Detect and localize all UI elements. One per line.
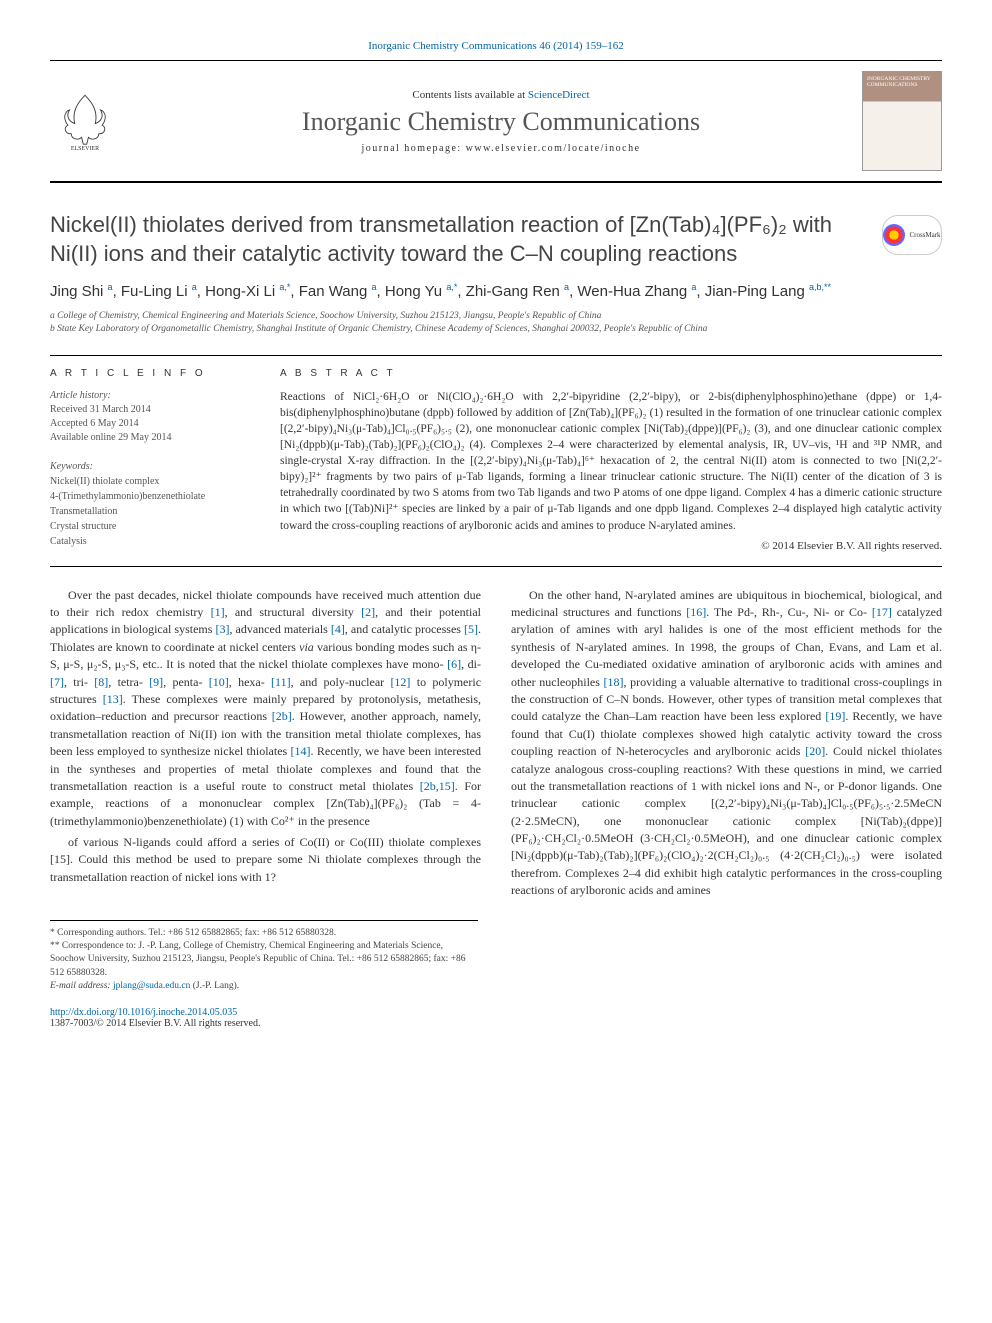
rule — [50, 355, 942, 356]
body-two-column: Over the past decades, nickel thiolate c… — [50, 587, 942, 900]
correspondence-note: ** Correspondence to: J. -P. Lang, Colle… — [50, 940, 478, 980]
ref-link[interactable]: [16] — [686, 605, 706, 619]
rule — [50, 566, 942, 567]
ref-link[interactable]: [20] — [805, 744, 825, 758]
banner-center: Contents lists available at ScienceDirec… — [140, 89, 862, 154]
running-header: Inorganic Chemistry Communications 46 (2… — [50, 40, 942, 61]
citation-link[interactable]: Inorganic Chemistry Communications 46 (2… — [368, 40, 624, 52]
sciencedirect-link[interactable]: ScienceDirect — [528, 89, 590, 101]
history-received: Received 31 March 2014 — [50, 404, 151, 415]
ref-link[interactable]: [2] — [361, 605, 375, 619]
affiliation-a: a College of Chemistry, Chemical Enginee… — [50, 310, 942, 323]
keyword-3: Transmetallation — [50, 506, 117, 517]
contents-lists-line: Contents lists available at ScienceDirec… — [140, 89, 862, 101]
elsevier-text: ELSEVIER — [71, 146, 99, 151]
ref-link[interactable]: [1] — [211, 605, 225, 619]
journal-homepage: journal homepage: www.elsevier.com/locat… — [140, 143, 862, 154]
crossmark-label: CrossMark — [909, 231, 940, 239]
keyword-1: Nickel(II) thiolate complex — [50, 476, 159, 487]
article-header: CrossMark Nickel(II) thiolates derived f… — [50, 211, 942, 337]
history-label: Article history: — [50, 390, 111, 401]
body-para-2: of various N-ligands could afford a seri… — [50, 834, 481, 886]
article-info-heading: A R T I C L E I N F O — [50, 368, 250, 379]
ref-link[interactable]: [10] — [209, 675, 229, 689]
email-label: E-mail address: — [50, 981, 113, 991]
info-abstract-row: A R T I C L E I N F O Article history: R… — [50, 368, 942, 552]
history-online: Available online 29 May 2014 — [50, 432, 171, 443]
corresponding-note: * Corresponding authors. Tel.: +86 512 6… — [50, 927, 478, 940]
ref-link[interactable]: [11] — [271, 675, 291, 689]
ref-link[interactable]: [2b,15] — [420, 779, 455, 793]
author-list: Jing Shi a, Fu-Ling Li a, Hong-Xi Li a,*… — [50, 282, 942, 300]
keywords-label: Keywords: — [50, 461, 93, 472]
keyword-2: 4-(Trimethylammonio)benzenethiolate — [50, 491, 205, 502]
ref-link[interactable]: [14] — [291, 744, 311, 758]
ref-link[interactable]: [8] — [94, 675, 108, 689]
ref-link[interactable]: [6] — [447, 657, 461, 671]
ref-link[interactable]: [18] — [604, 675, 624, 689]
bottom-identifiers: http://dx.doi.org/10.1016/j.inoche.2014.… — [50, 1007, 942, 1029]
ref-link[interactable]: [17] — [872, 605, 892, 619]
body-para-1: Over the past decades, nickel thiolate c… — [50, 587, 481, 830]
email-link[interactable]: jplang@suda.edu.cn — [113, 981, 190, 991]
keyword-5: Catalysis — [50, 536, 87, 547]
keyword-4: Crystal structure — [50, 521, 116, 532]
email-line: E-mail address: jplang@suda.edu.cn (J.-P… — [50, 980, 478, 993]
ref-link[interactable]: [4] — [331, 622, 345, 636]
crossmark-badge[interactable]: CrossMark — [882, 215, 942, 255]
contents-prefix: Contents lists available at — [412, 89, 527, 101]
abstract-copyright: © 2014 Elsevier B.V. All rights reserved… — [280, 540, 942, 552]
cover-label: INORGANIC CHEMISTRY COMMUNICATIONS — [867, 76, 937, 88]
history-accepted: Accepted 6 May 2014 — [50, 418, 139, 429]
email-who: (J.-P. Lang). — [193, 981, 239, 991]
abstract-heading: A B S T R A C T — [280, 368, 942, 379]
article-info-column: A R T I C L E I N F O Article history: R… — [50, 368, 250, 552]
page: Inorganic Chemistry Communications 46 (2… — [0, 0, 992, 1059]
doi-link[interactable]: http://dx.doi.org/10.1016/j.inoche.2014.… — [50, 1007, 237, 1018]
ref-link[interactable]: [19] — [825, 709, 845, 723]
journal-cover-thumbnail: INORGANIC CHEMISTRY COMMUNICATIONS — [862, 71, 942, 171]
elsevier-logo: ELSEVIER — [50, 86, 120, 156]
article-history: Article history: Received 31 March 2014 … — [50, 389, 250, 445]
ref-link[interactable]: [13] — [103, 692, 123, 706]
ref-link[interactable]: [5] — [464, 622, 478, 636]
journal-banner: ELSEVIER Contents lists available at Sci… — [50, 61, 942, 183]
ref-link[interactable]: [3] — [215, 622, 229, 636]
abstract-column: A B S T R A C T Reactions of NiCl₂·6H₂O … — [280, 368, 942, 552]
affiliations: a College of Chemistry, Chemical Enginee… — [50, 310, 942, 337]
crossmark-icon — [883, 224, 905, 246]
abstract-text: Reactions of NiCl₂·6H₂O or Ni(ClO₄)₂·6H₂… — [280, 389, 942, 534]
affiliation-b: b State Key Laboratory of Organometallic… — [50, 323, 942, 336]
keywords-block: Keywords: Nickel(II) thiolate complex 4-… — [50, 459, 250, 549]
body-para-3: On the other hand, N-arylated amines are… — [511, 587, 942, 900]
journal-name: Inorganic Chemistry Communications — [140, 107, 862, 137]
ref-link[interactable]: [2b] — [272, 709, 292, 723]
elsevier-tree-icon: ELSEVIER — [55, 91, 115, 151]
footnotes: * Corresponding authors. Tel.: +86 512 6… — [50, 920, 478, 993]
ref-link[interactable]: [7] — [50, 675, 64, 689]
ref-link[interactable]: [9] — [149, 675, 163, 689]
ref-link[interactable]: [12] — [390, 675, 410, 689]
issn-copyright: 1387-7003/© 2014 Elsevier B.V. All right… — [50, 1018, 260, 1029]
article-title: Nickel(II) thiolates derived from transm… — [50, 211, 942, 268]
